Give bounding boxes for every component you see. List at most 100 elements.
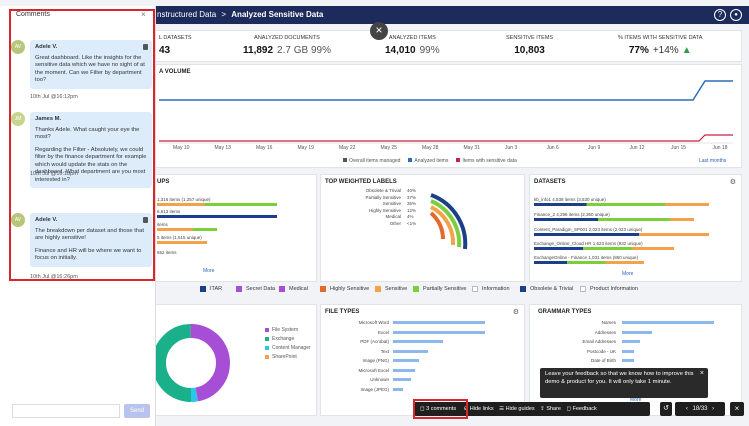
close-toolbar-button[interactable]: × bbox=[730, 402, 744, 416]
kpi-label: % ITEMS WITH SENSITIVE DATA bbox=[618, 35, 703, 41]
filter-checkbox[interactable]: Secret Data bbox=[236, 286, 275, 292]
send-button[interactable]: Send bbox=[124, 404, 150, 418]
dataset-row-label: Finance_2 4,296 items (2,360 unique) bbox=[534, 212, 610, 217]
filter-checkbox[interactable]: ITAR bbox=[200, 286, 222, 292]
group-row-label: 6,613 items bbox=[157, 209, 181, 214]
group-bar bbox=[157, 215, 277, 218]
dataset-row-label: ExchangeOnline - Finance 1,031 items (86… bbox=[534, 255, 639, 260]
feedback-button[interactable]: ◻ Feedback bbox=[566, 406, 597, 412]
share-icon: ⇪ bbox=[540, 406, 545, 412]
demo-toolbar: ◻ 3 comments ⊘ Hide links ☰ Hide guides … bbox=[414, 402, 650, 416]
feedback-tooltip-text: Leave your feedback so that we know how … bbox=[545, 371, 694, 385]
grammar-type-label: Email Addresses bbox=[582, 339, 616, 344]
grammar-type-label: Postcode - UK bbox=[586, 348, 616, 354]
help-icon[interactable]: ? bbox=[714, 9, 726, 21]
label-row-name: Sensitive bbox=[382, 201, 401, 206]
comments-button[interactable]: ◻ 3 comments bbox=[420, 406, 457, 412]
grammar-types-card: GRAMMAR TYPES Names Addresses Email Addres… bbox=[529, 304, 742, 416]
kpi-value: 43 bbox=[159, 45, 171, 56]
donut-legend-item: Content Manager bbox=[265, 345, 311, 351]
comment-author: James M. bbox=[35, 116, 62, 122]
comment-input[interactable] bbox=[12, 404, 120, 418]
filter-checkbox[interactable]: Medical bbox=[279, 286, 308, 292]
comment-text: The breakdown per dataset and those that… bbox=[35, 227, 144, 242]
filter-label: ITAR bbox=[210, 286, 223, 292]
legend-text: File System bbox=[272, 327, 299, 333]
kpi-card: L DATASETS 43 ANALYZED DOCUMENTS 11,892 2… bbox=[152, 30, 742, 62]
prev-page-icon[interactable]: ‹ bbox=[685, 406, 688, 412]
groups-more-link[interactable]: More bbox=[203, 268, 215, 274]
legend-analyzed: Analyzed items bbox=[408, 158, 448, 164]
kpi-extra: +14% bbox=[652, 45, 679, 56]
filter-checkbox[interactable]: Sensitive bbox=[375, 286, 407, 292]
group-row-label: 1,316 items (1,257 unique) bbox=[157, 197, 211, 202]
user-icon[interactable]: ● bbox=[730, 9, 742, 21]
filter-checkbox[interactable]: Obsolete & Trivial bbox=[520, 286, 573, 292]
close-icon[interactable]: × bbox=[699, 370, 704, 377]
grammar-type-label: Date of Birth bbox=[590, 358, 616, 363]
filter-checkbox[interactable]: Information bbox=[472, 286, 510, 292]
group-bar bbox=[157, 203, 277, 206]
legend-swatch bbox=[265, 337, 269, 341]
comments-panel: Comments × AV Adele V. Great dashboard. Li… bbox=[0, 6, 156, 426]
file-type-bar bbox=[393, 378, 411, 381]
hide-guides-button[interactable]: ☰ Hide guides bbox=[499, 406, 535, 412]
settings-icon[interactable]: ⚙ bbox=[729, 179, 736, 186]
last-months-select[interactable]: Last months bbox=[699, 158, 727, 164]
avatar: JM bbox=[11, 112, 25, 126]
group-row-label: 5 items (1,515 unique) bbox=[157, 235, 202, 240]
filter-checkbox[interactable]: Partially Sensitive bbox=[413, 286, 466, 292]
comment-text: Regarding the Filter - Absolutely, we co… bbox=[35, 146, 147, 183]
donut-card: File System Exchange Content Manager ShareP… bbox=[152, 304, 317, 416]
grammar-type-bar bbox=[622, 340, 640, 343]
x-axis-label: Jun 12 bbox=[629, 145, 645, 151]
file-type-bar bbox=[393, 359, 419, 362]
legend-sensitive: Items with sensitive data bbox=[456, 158, 517, 164]
label-row-pct: 40% bbox=[407, 188, 417, 193]
kpi-label: L DATASETS bbox=[159, 35, 192, 41]
kpi-extra: 99% bbox=[419, 45, 440, 56]
settings-icon[interactable]: ⚙ bbox=[512, 309, 519, 316]
checkbox-icon bbox=[520, 286, 526, 292]
trend-up-icon: ▲ bbox=[681, 45, 692, 56]
share-button[interactable]: ⇪ Share bbox=[540, 406, 561, 412]
groups-title: UPS bbox=[157, 179, 170, 185]
restart-icon: ↺ bbox=[663, 405, 669, 412]
file-types-title: FILE TYPES bbox=[325, 309, 360, 315]
label-row-pct: 4% bbox=[407, 214, 414, 219]
x-axis-label: Jun 9 bbox=[588, 145, 601, 151]
guides-icon: ☰ bbox=[499, 406, 505, 412]
label-row-pct: 12% bbox=[407, 207, 417, 213]
delete-comment-icon[interactable] bbox=[143, 44, 148, 50]
top-navigation-bar: nstructured Data > Analyzed Sensitive Da… bbox=[0, 6, 749, 24]
checkbox-icon bbox=[320, 286, 326, 292]
filter-checkbox[interactable]: Product Information bbox=[580, 286, 638, 292]
grammar-more-link[interactable]: More bbox=[630, 397, 642, 403]
datasets-more-link[interactable]: More bbox=[622, 271, 634, 277]
kpi-value: 10,803 bbox=[514, 45, 545, 56]
comment-bubble: James M. Thanks Adele. What caught your e… bbox=[30, 112, 152, 188]
donut-legend: File System Exchange Content Manager ShareP… bbox=[265, 327, 311, 363]
close-overlay-button[interactable]: × bbox=[370, 22, 388, 40]
restart-button[interactable]: ↺ bbox=[660, 402, 672, 416]
next-page-icon[interactable]: › bbox=[712, 406, 715, 412]
group-row-label: 652 items bbox=[157, 250, 177, 255]
donut-legend-item: SharePoint bbox=[265, 354, 311, 360]
checkbox-icon bbox=[236, 286, 242, 292]
delete-comment-icon[interactable] bbox=[143, 217, 148, 223]
close-comments-icon[interactable]: × bbox=[141, 10, 146, 19]
comment-bubble: Adele V. The breakdown per dataset and th… bbox=[30, 213, 152, 267]
x-axis-label: May 19 bbox=[297, 145, 314, 151]
filter-checkbox[interactable]: Highly Sensitive bbox=[320, 286, 369, 292]
avatar: AV bbox=[11, 40, 25, 54]
pager: ‹ 18/33 › bbox=[675, 402, 725, 416]
breadcrumb-prev[interactable]: nstructured Data bbox=[157, 10, 217, 19]
kpi-label: SENSITIVE ITEMS bbox=[506, 35, 554, 41]
hide-links-button[interactable]: ⊘ Hide links bbox=[463, 406, 494, 412]
grammar-type-label: Names bbox=[601, 320, 616, 325]
label-row-name: Other bbox=[389, 220, 401, 226]
kpi-datasets[interactable]: L DATASETS 43 bbox=[159, 35, 192, 56]
comments-button-highlight bbox=[413, 399, 468, 419]
comment-author: Adele V. bbox=[35, 44, 58, 50]
